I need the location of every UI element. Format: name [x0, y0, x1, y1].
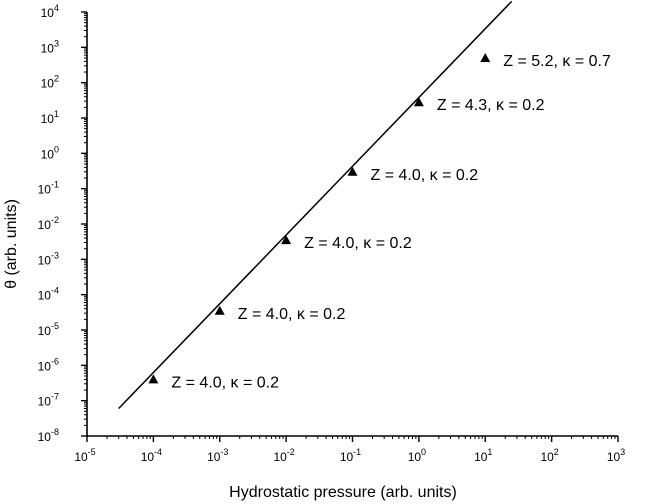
data-point-label: Z = 4.0, κ = 0.2	[371, 167, 479, 184]
y-tick-label: 10-7	[38, 392, 59, 409]
data-point-marker	[413, 97, 424, 107]
x-tick-label: 10-2	[273, 447, 294, 464]
data-point-marker	[214, 305, 225, 315]
x-tick-label: 103	[607, 447, 625, 464]
y-tick-label: 102	[41, 74, 59, 91]
x-tick-label: 100	[408, 447, 426, 464]
x-axis-label: Hydrostatic pressure (arb. units)	[229, 484, 457, 501]
y-tick-label: 10-3	[38, 250, 59, 267]
data-point-label: Z = 4.3, κ = 0.2	[437, 97, 545, 114]
y-tick-label: 101	[41, 109, 59, 126]
data-point-label: Z = 4.0, κ = 0.2	[238, 306, 346, 323]
y-tick-label: 103	[41, 38, 59, 55]
data-point-marker	[480, 52, 491, 62]
x-tick-label: 101	[474, 447, 492, 464]
x-tick-label: 10-5	[74, 447, 95, 464]
x-tick-label: 10-3	[207, 447, 228, 464]
data-point-label: Z = 4.0, κ = 0.2	[171, 374, 279, 391]
y-tick-label: 10-1	[38, 180, 59, 197]
y-tick-label: 10-6	[38, 356, 59, 373]
data-point-marker	[281, 235, 292, 245]
y-axis-label: θ (arb. units)	[3, 199, 20, 289]
y-tick-label: 10-8	[38, 427, 59, 444]
data-point-label: Z = 4.0, κ = 0.2	[304, 235, 412, 252]
y-tick-label: 10-5	[38, 321, 59, 338]
data-points: Z = 4.0, κ = 0.2 Z = 4.0, κ = 0.2 Z = 4.0,…	[148, 52, 611, 391]
y-axis-ticks: 10-8 10-7 10-6 10-5 10-4 10-3 10-2 10-1 100 101 10…	[38, 3, 87, 444]
fit-line	[118, 0, 513, 410]
data-point-marker	[148, 374, 159, 384]
data-point-marker	[347, 166, 358, 176]
x-tick-label: 10-4	[141, 447, 162, 464]
data-point-label: Z = 5.2, κ = 0.7	[503, 53, 611, 70]
x-tick-label: 102	[540, 447, 558, 464]
y-tick-label: 10-4	[38, 286, 59, 303]
x-axis-ticks: 10-5 10-4 10-3 10-2 10-1 100 101 102 103	[74, 436, 625, 464]
y-tick-label: 10-2	[38, 215, 59, 232]
y-tick-label: 100	[41, 144, 59, 161]
x-tick-label: 10-1	[340, 447, 361, 464]
y-tick-label: 104	[41, 3, 59, 20]
